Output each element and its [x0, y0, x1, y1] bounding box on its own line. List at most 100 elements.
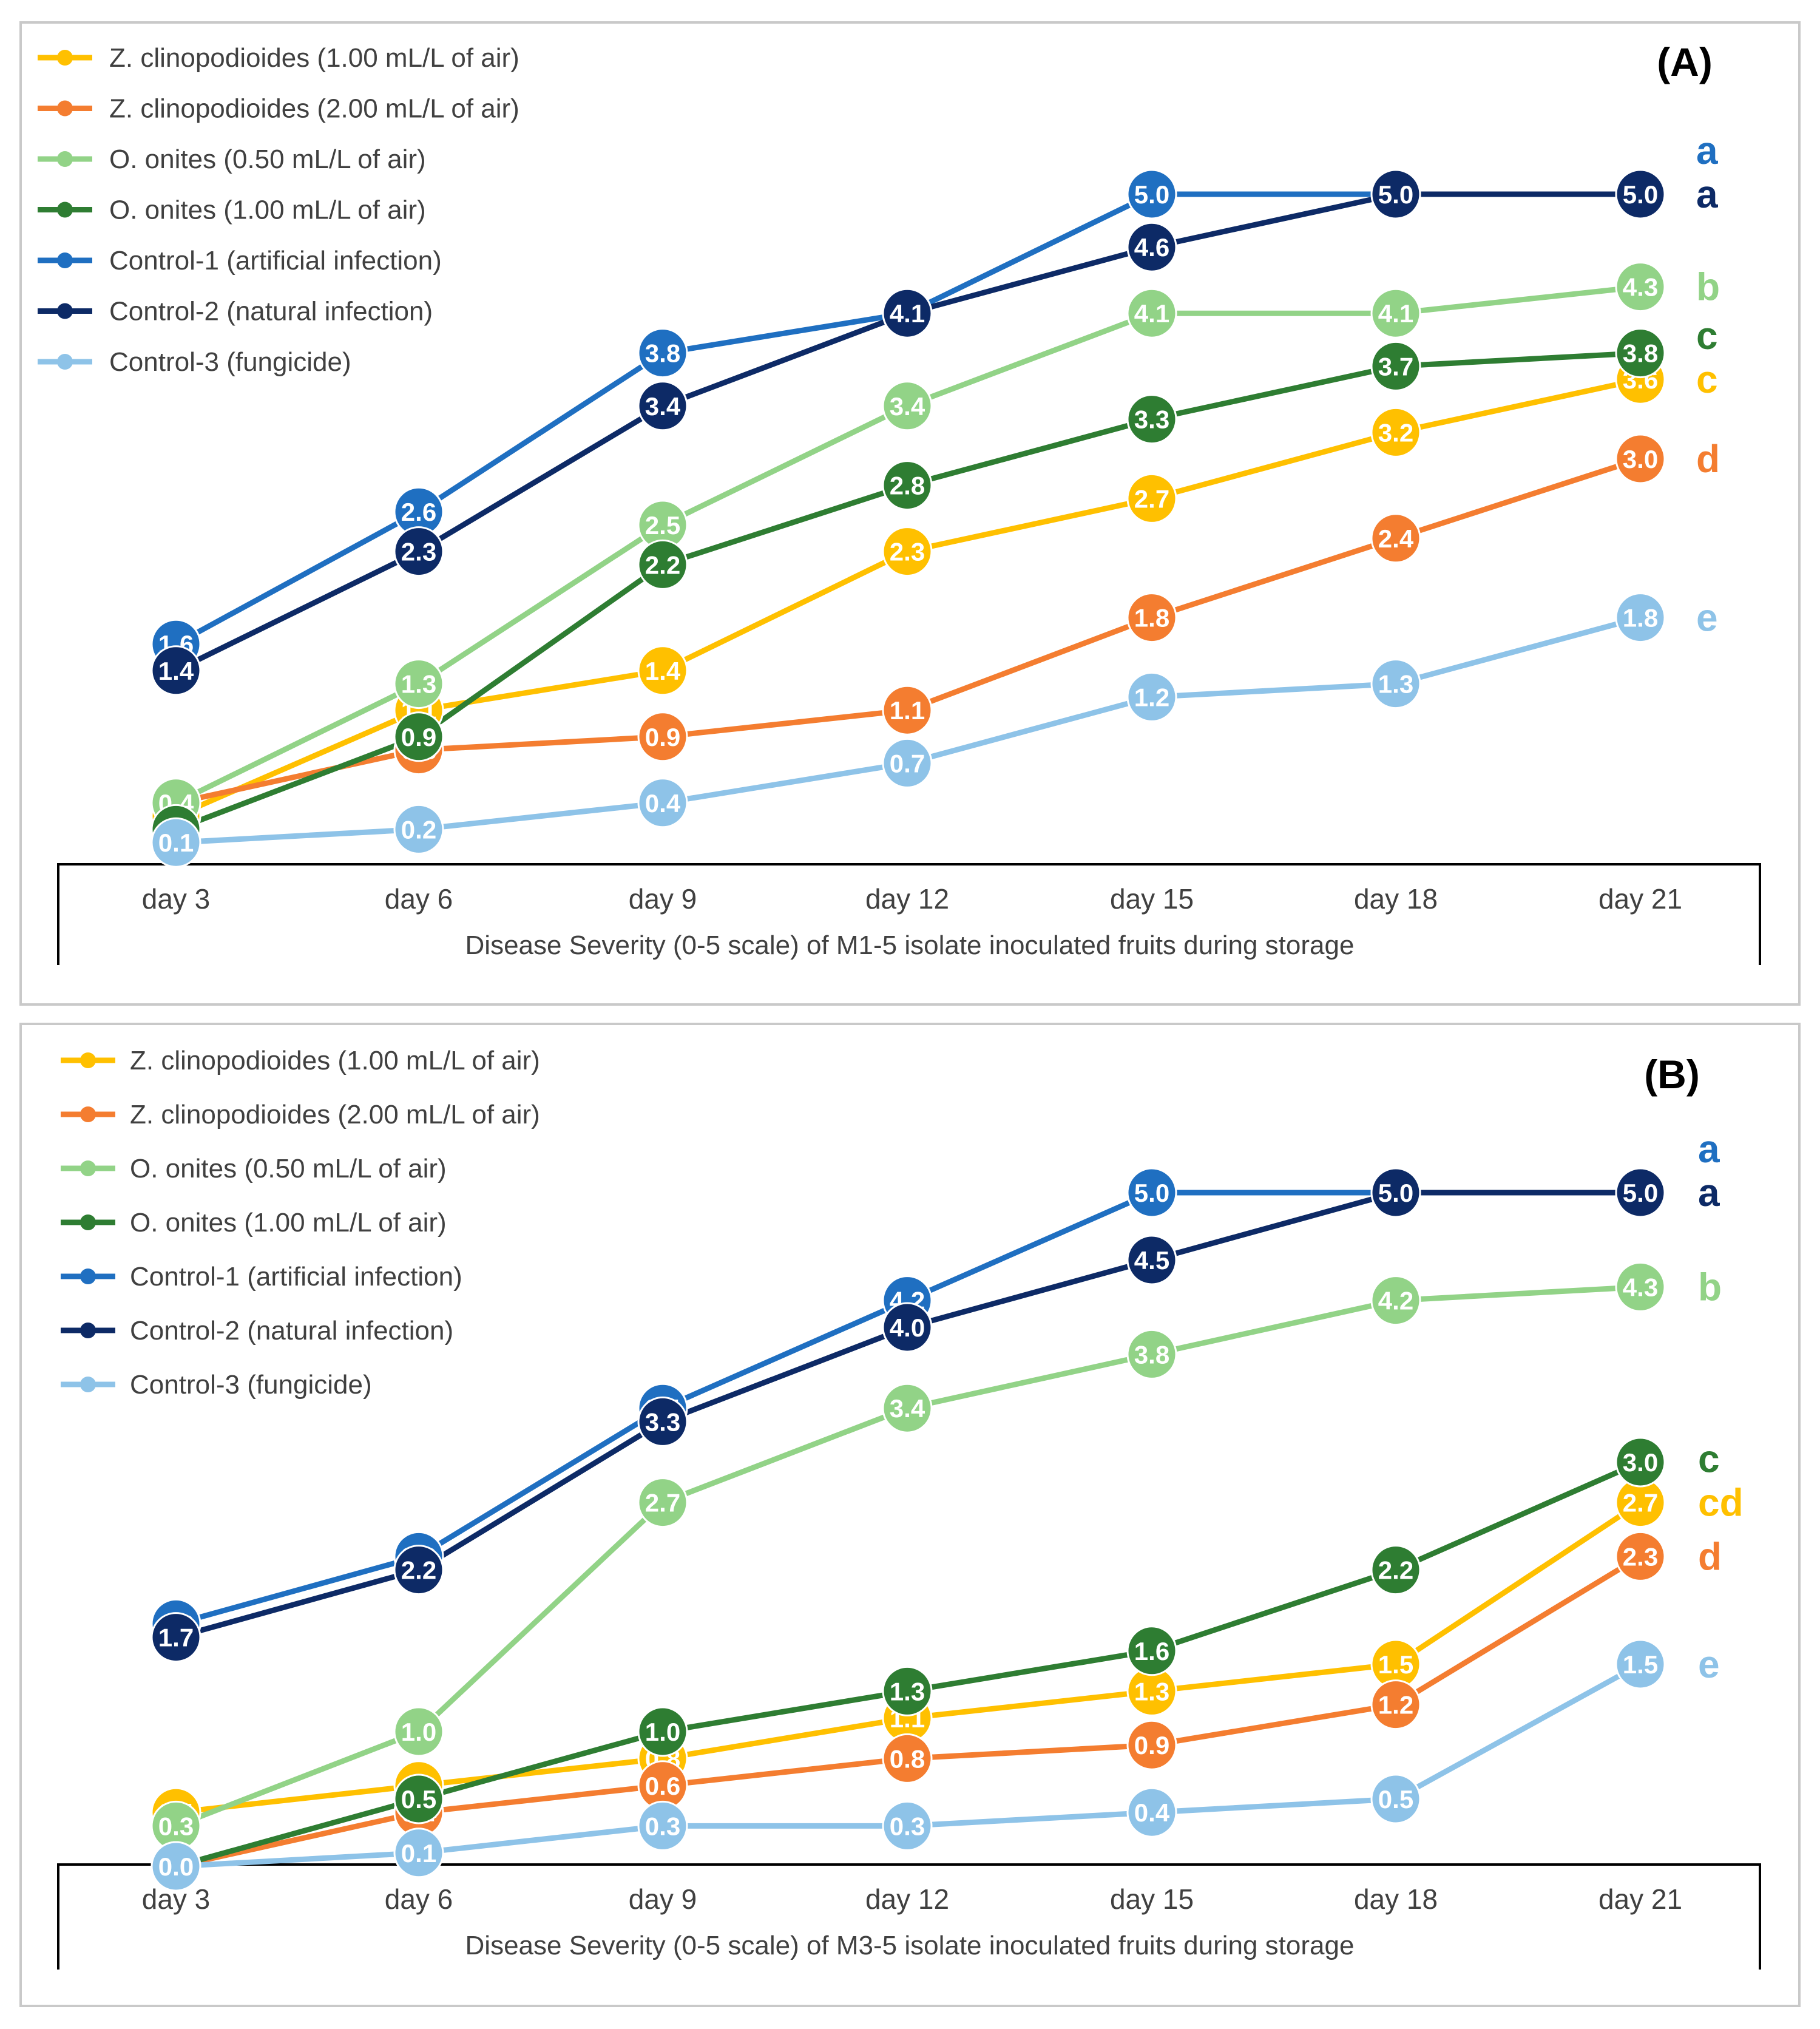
significance-letter: b	[1696, 265, 1720, 309]
x-tick-label: day 3	[142, 883, 211, 915]
data-label: 4.6	[1134, 233, 1169, 262]
data-point	[1370, 1275, 1421, 1326]
significance-letter: a	[1698, 1171, 1720, 1214]
significance-letter: a	[1698, 1127, 1720, 1171]
data-label: 4.2	[1378, 1287, 1413, 1315]
significance-letter: c	[1696, 357, 1718, 401]
data-label: 0.7	[890, 749, 925, 777]
x-tick-label: day 6	[385, 1883, 453, 1915]
data-label: 2.7	[1623, 1489, 1658, 1517]
data-label: 4.5	[1134, 1246, 1169, 1275]
data-point	[1126, 288, 1177, 339]
data-point	[1615, 433, 1666, 484]
data-label: 4.1	[1134, 299, 1169, 328]
data-label: 5.0	[1378, 1179, 1413, 1207]
data-point	[1615, 1531, 1666, 1582]
data-point	[882, 381, 933, 432]
legend-entry-z-clinopodioides-2-00-ml-l-of-air: Z. clinopodioides (2.00 mL/L of air)	[109, 94, 519, 124]
data-point	[1615, 592, 1666, 643]
data-label: 5.0	[1134, 180, 1169, 209]
data-point	[882, 1665, 933, 1716]
data-label: 4.0	[890, 1313, 925, 1342]
data-point	[393, 1545, 444, 1596]
data-label: 1.5	[1378, 1650, 1413, 1679]
data-label: 3.0	[1623, 445, 1658, 473]
data-label: 0.4	[645, 789, 681, 818]
data-point	[882, 288, 933, 339]
data-point	[1370, 169, 1421, 220]
data-label: 3.0	[1623, 1448, 1658, 1477]
data-point	[882, 1733, 933, 1784]
data-label: 5.0	[1623, 180, 1658, 209]
significance-letter: d	[1696, 437, 1720, 481]
data-label: 0.1	[158, 828, 194, 857]
data-label: 2.4	[1378, 524, 1414, 553]
data-label: 2.7	[1134, 484, 1169, 513]
data-point	[1615, 1261, 1666, 1312]
data-label: 1.5	[1623, 1650, 1658, 1679]
legend-swatch-marker	[57, 303, 73, 319]
data-point	[393, 1773, 444, 1824]
data-point	[882, 1302, 933, 1353]
significance-letter: cd	[1698, 1481, 1744, 1525]
data-point	[1126, 1167, 1177, 1218]
data-point	[393, 526, 444, 577]
x-tick-label: day 6	[385, 883, 453, 915]
data-point	[882, 685, 933, 736]
data-label: 0.5	[401, 1785, 436, 1814]
data-point	[882, 1383, 933, 1434]
data-point	[637, 1396, 688, 1447]
data-point	[1370, 1545, 1421, 1596]
data-label: 2.7	[645, 1489, 680, 1517]
data-point	[637, 1706, 688, 1757]
legend-entry-z-clinopodioides-1-00-ml-l-of-air: Z. clinopodioides (1.00 mL/L of air)	[109, 43, 519, 73]
panel-a: (A) Disease Severity (0-5 scale) of M1-5…	[19, 21, 1801, 1006]
data-label: 2.3	[1623, 1542, 1658, 1571]
data-label: 1.0	[645, 1718, 680, 1746]
data-point	[882, 460, 933, 511]
data-label: 4.3	[1623, 1273, 1658, 1301]
data-point	[1615, 1167, 1666, 1218]
x-tick-label: day 18	[1354, 883, 1438, 915]
data-point	[1370, 1167, 1421, 1218]
data-label: 1.8	[1623, 604, 1658, 632]
data-label: 2.8	[890, 472, 925, 500]
significance-letter: c	[1696, 314, 1718, 357]
data-label: 2.2	[401, 1556, 436, 1585]
data-point	[1126, 169, 1177, 220]
data-point	[882, 526, 933, 577]
significance-letter: e	[1698, 1642, 1720, 1686]
data-label: 1.8	[1134, 604, 1169, 632]
data-point	[637, 1800, 688, 1851]
legend-swatch-marker	[80, 1323, 96, 1338]
panel-b: (B) Disease Severity (0-5 scale) of M3-5…	[19, 1023, 1801, 2007]
panel-b-series-markers: 0.40.60.81.11.31.52.70.00.40.60.80.91.22…	[151, 1167, 1666, 1892]
data-label: 3.3	[1134, 405, 1169, 434]
data-label: 1.0	[401, 1718, 436, 1746]
data-label: 3.8	[645, 339, 680, 368]
data-label: 2.2	[1378, 1556, 1413, 1585]
data-point	[393, 1706, 444, 1757]
data-point	[151, 1841, 201, 1892]
data-point	[1615, 169, 1666, 220]
data-point	[1126, 671, 1177, 722]
significance-letter: b	[1698, 1265, 1722, 1309]
legend-swatch-marker	[80, 1106, 96, 1122]
significance-letter: d	[1698, 1534, 1722, 1578]
data-label: 1.3	[1378, 670, 1413, 699]
panel-a-border	[19, 21, 1801, 1006]
data-point	[1370, 513, 1421, 564]
data-point	[1126, 1329, 1177, 1380]
data-point	[1126, 473, 1177, 524]
data-label: 3.4	[890, 392, 925, 421]
data-label: 5.0	[1378, 180, 1413, 209]
data-label: 4.1	[890, 299, 925, 328]
data-label: 1.1	[890, 696, 925, 725]
x-tick-label: day 21	[1598, 883, 1682, 915]
legend-swatch-marker	[57, 252, 73, 268]
data-point	[393, 659, 444, 710]
legend-swatch-marker	[57, 151, 73, 167]
panel-a-axis-frame	[57, 863, 1761, 965]
x-tick-label: day 12	[865, 1883, 949, 1915]
